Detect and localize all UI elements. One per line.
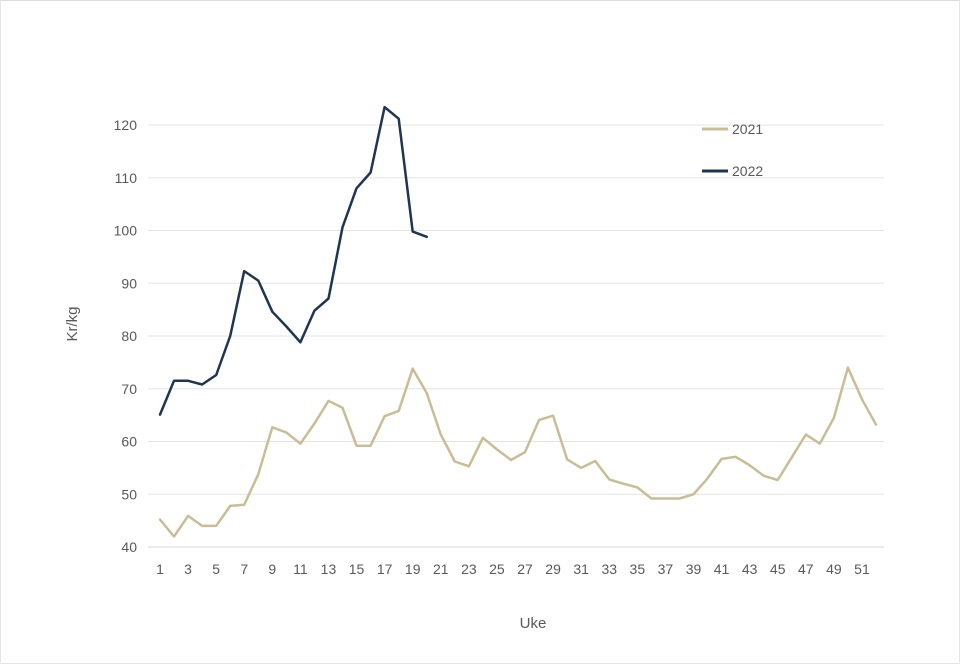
y-tick-labels: 40 50 60 70 80 90 100 110 120 bbox=[114, 117, 138, 555]
x-tick-label-33: 33 bbox=[601, 561, 617, 577]
y-tick-label-60: 60 bbox=[121, 434, 137, 450]
y-axis-title: Kr/kg bbox=[64, 306, 81, 341]
x-tick-label-31: 31 bbox=[573, 561, 589, 577]
x-tick-label-1: 1 bbox=[156, 561, 164, 577]
x-tick-label-25: 25 bbox=[489, 561, 505, 577]
x-tick-label-19: 19 bbox=[405, 561, 421, 577]
series-line-2022 bbox=[158, 105, 428, 416]
x-tick-label-9: 9 bbox=[268, 561, 276, 577]
x-tick-label-3: 3 bbox=[184, 561, 192, 577]
y-tick-label-100: 100 bbox=[114, 223, 138, 239]
x-tick-label-49: 49 bbox=[826, 561, 842, 577]
y-tick-label-80: 80 bbox=[121, 328, 137, 344]
y-tick-label-120: 120 bbox=[114, 117, 138, 133]
x-tick-label-35: 35 bbox=[630, 561, 646, 577]
gridlines bbox=[148, 124, 884, 548]
x-tick-label-15: 15 bbox=[349, 561, 365, 577]
x-tick-label-5: 5 bbox=[212, 561, 220, 577]
x-tick-label-13: 13 bbox=[321, 561, 337, 577]
series-line-2021 bbox=[158, 366, 878, 538]
y-tick-label-40: 40 bbox=[121, 539, 137, 555]
y-tick-label-70: 70 bbox=[121, 381, 137, 397]
x-axis-title: Uke bbox=[520, 615, 547, 632]
x-tick-label-21: 21 bbox=[433, 561, 449, 577]
y-tick-label-50: 50 bbox=[121, 486, 137, 502]
x-tick-label-43: 43 bbox=[742, 561, 758, 577]
x-tick-label-23: 23 bbox=[461, 561, 477, 577]
series-lines bbox=[158, 105, 878, 538]
legend: 2021 2022 bbox=[702, 121, 763, 179]
x-tick-label-45: 45 bbox=[770, 561, 786, 577]
y-tick-label-110: 110 bbox=[115, 170, 138, 186]
x-tick-label-51: 51 bbox=[854, 561, 870, 577]
x-tick-label-27: 27 bbox=[517, 561, 533, 577]
y-tick-label-90: 90 bbox=[121, 275, 137, 291]
x-tick-label-47: 47 bbox=[798, 561, 814, 577]
x-tick-label-11: 11 bbox=[293, 561, 308, 577]
legend-label-2021: 2021 bbox=[732, 121, 763, 137]
x-tick-label-17: 17 bbox=[377, 561, 393, 577]
x-tick-label-39: 39 bbox=[686, 561, 702, 577]
legend-label-2022: 2022 bbox=[732, 163, 763, 179]
x-tick-label-41: 41 bbox=[714, 561, 730, 577]
x-tick-labels: 1 3 5 7 9 11 13 15 17 19 21 23 25 27 29 31 33 35 37 39 41 43 4… bbox=[156, 561, 870, 577]
x-tick-label-29: 29 bbox=[545, 561, 561, 577]
x-tick-label-7: 7 bbox=[240, 561, 248, 577]
x-tick-label-37: 37 bbox=[658, 561, 674, 577]
